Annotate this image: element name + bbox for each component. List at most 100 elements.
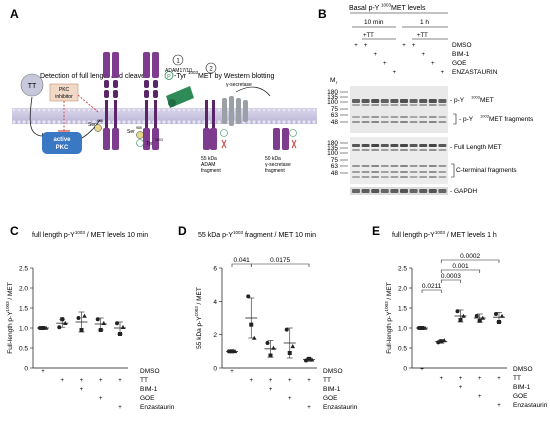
condition-sign: + xyxy=(118,405,122,411)
condition-sign: + xyxy=(459,376,463,382)
panel-a-title: Detection of full length and cleaved P -… xyxy=(40,70,274,80)
chart-title: 55 kDa p-Y1003 fragment / MET 10 min xyxy=(198,230,316,239)
panel-letter-e: E xyxy=(372,224,380,238)
condition-sign: + xyxy=(60,378,64,384)
y-tick-label: 2.0 xyxy=(398,286,407,293)
marker-label: 75 xyxy=(331,157,339,164)
condition-label: BIM-1 xyxy=(140,386,158,393)
condition-sign: + xyxy=(249,378,253,384)
y-tick-label: 1.5 xyxy=(398,306,407,313)
condition-label: DMSO xyxy=(513,366,533,373)
label-py-met: - p-Y xyxy=(450,97,465,104)
data-point xyxy=(57,325,62,330)
condition-sign: + xyxy=(478,394,482,400)
frag55-line1: 55 kDa xyxy=(201,156,217,162)
frag50-line3: fragment xyxy=(265,168,285,174)
data-point xyxy=(455,309,460,314)
frag55-line2: ADAM xyxy=(201,162,215,168)
frag50-line2: γ-secretase xyxy=(265,162,291,168)
label-py-fragments-sup: 1003 xyxy=(480,114,490,119)
panel-a-title-p: P xyxy=(167,74,171,80)
phospho-circle-icon xyxy=(164,71,174,80)
tyr-sup-1: 1003 xyxy=(155,138,163,142)
antibody-icon xyxy=(221,139,227,149)
data-point xyxy=(477,318,482,323)
p-value-label: 0.001 xyxy=(452,263,469,270)
treatment-sign: + xyxy=(402,43,406,49)
step-1-circle xyxy=(172,54,184,66)
chart-title: full length p-Y1003 / MET levels 1 h xyxy=(392,230,497,239)
y-axis-label: Full-length p-Y1003 / MET xyxy=(384,282,393,353)
data-point xyxy=(232,349,238,354)
condition-label: BIM-1 xyxy=(323,386,341,393)
condition-label: GOE xyxy=(140,395,155,402)
met-receptor-cleaved-1 xyxy=(143,52,159,150)
y-tick-label: 2.0 xyxy=(19,286,28,293)
data-point xyxy=(268,353,273,358)
active-pkc-line1: active xyxy=(53,137,71,143)
frag50-line1: 50 kDa xyxy=(265,156,281,162)
inhibition-line-2 xyxy=(77,94,99,113)
y-tick-label: 0 xyxy=(213,366,217,373)
mr-label: M xyxy=(330,77,335,84)
p-value-label: 0.0211 xyxy=(422,283,442,290)
tt-1h: +TT xyxy=(417,33,428,39)
chart-d: D 55 kDa p-Y1003 fragment / MET 10 min 0 2 4… xyxy=(178,224,358,411)
y-axis-label: Full-length p-Y1003 / MET xyxy=(5,282,14,353)
ser-sup-2: 985 xyxy=(136,126,142,130)
ser-label-1: Ser xyxy=(88,122,96,128)
significance-bracket xyxy=(421,289,442,293)
data-point xyxy=(41,326,45,330)
data-point xyxy=(284,327,289,332)
y-tick-label: 4 xyxy=(213,299,217,306)
ser-label-2: Ser xyxy=(127,129,135,135)
condition-sign: + xyxy=(497,403,501,409)
data-point xyxy=(480,315,486,320)
treatment-row-label: GOE xyxy=(452,60,467,67)
data-point xyxy=(458,318,463,322)
treatment-sign: + xyxy=(364,43,368,49)
data-point xyxy=(251,335,257,340)
met-fragment-55kda xyxy=(203,100,217,150)
marker-label: 48 xyxy=(331,119,339,126)
label-py-fragments: - p-Y xyxy=(459,116,474,123)
y-tick-label: 1.5 xyxy=(19,306,28,313)
gamma-secretase-icon xyxy=(222,96,248,126)
phospho-ser-icon xyxy=(94,124,102,132)
treatment-sign: + xyxy=(431,61,435,67)
y-tick-label: 2 xyxy=(213,332,217,339)
condition-sign: + xyxy=(99,396,103,402)
label-gapdh: - GAPDH xyxy=(450,188,477,195)
data-point xyxy=(290,344,296,349)
step-2-label: 2 xyxy=(209,67,213,73)
condition-label: BIM-1 xyxy=(513,384,531,391)
tt-label: TT xyxy=(28,83,37,90)
active-pkc-line2: PKC xyxy=(56,145,69,151)
time-10min: 10 min xyxy=(364,19,384,26)
y-tick-label: 1.0 xyxy=(398,326,407,333)
data-point xyxy=(98,328,103,332)
condition-label: Enzastaurin xyxy=(323,404,358,411)
treatment-grid: + + + + DMSO + + BIM-1 + + GOE + + ENZASTAURIN xyxy=(354,42,497,76)
blot-gapdh xyxy=(350,187,448,195)
data-point xyxy=(230,349,234,354)
label-py-met-tail: MET xyxy=(480,97,494,104)
treatment-row-label: BIM-1 xyxy=(452,51,470,58)
panel-b-western-blot: B Basal p-Y 1003 MET levels 10 min 1 h +… xyxy=(318,3,534,195)
step-2-circle xyxy=(205,62,217,74)
panel-letter-c: C xyxy=(10,224,19,238)
fragment-bracket xyxy=(453,113,457,125)
condition-sign: + xyxy=(80,387,84,393)
treatment-sign: + xyxy=(354,43,358,49)
panel-a-title-sup: 1003 xyxy=(188,70,199,75)
gsec-arrow xyxy=(235,86,271,97)
marker-label: 135 xyxy=(327,94,338,101)
condition-label: TT xyxy=(140,377,148,384)
data-point xyxy=(287,351,292,355)
pkc-inhibitor-line1: PKC xyxy=(59,87,70,93)
panel-a-title-tyr: -Tyr xyxy=(174,73,187,80)
condition-label: DMSO xyxy=(323,368,343,375)
panel-a-title-text: Detection of full length and cleaved xyxy=(40,73,149,80)
data-point xyxy=(120,324,126,329)
